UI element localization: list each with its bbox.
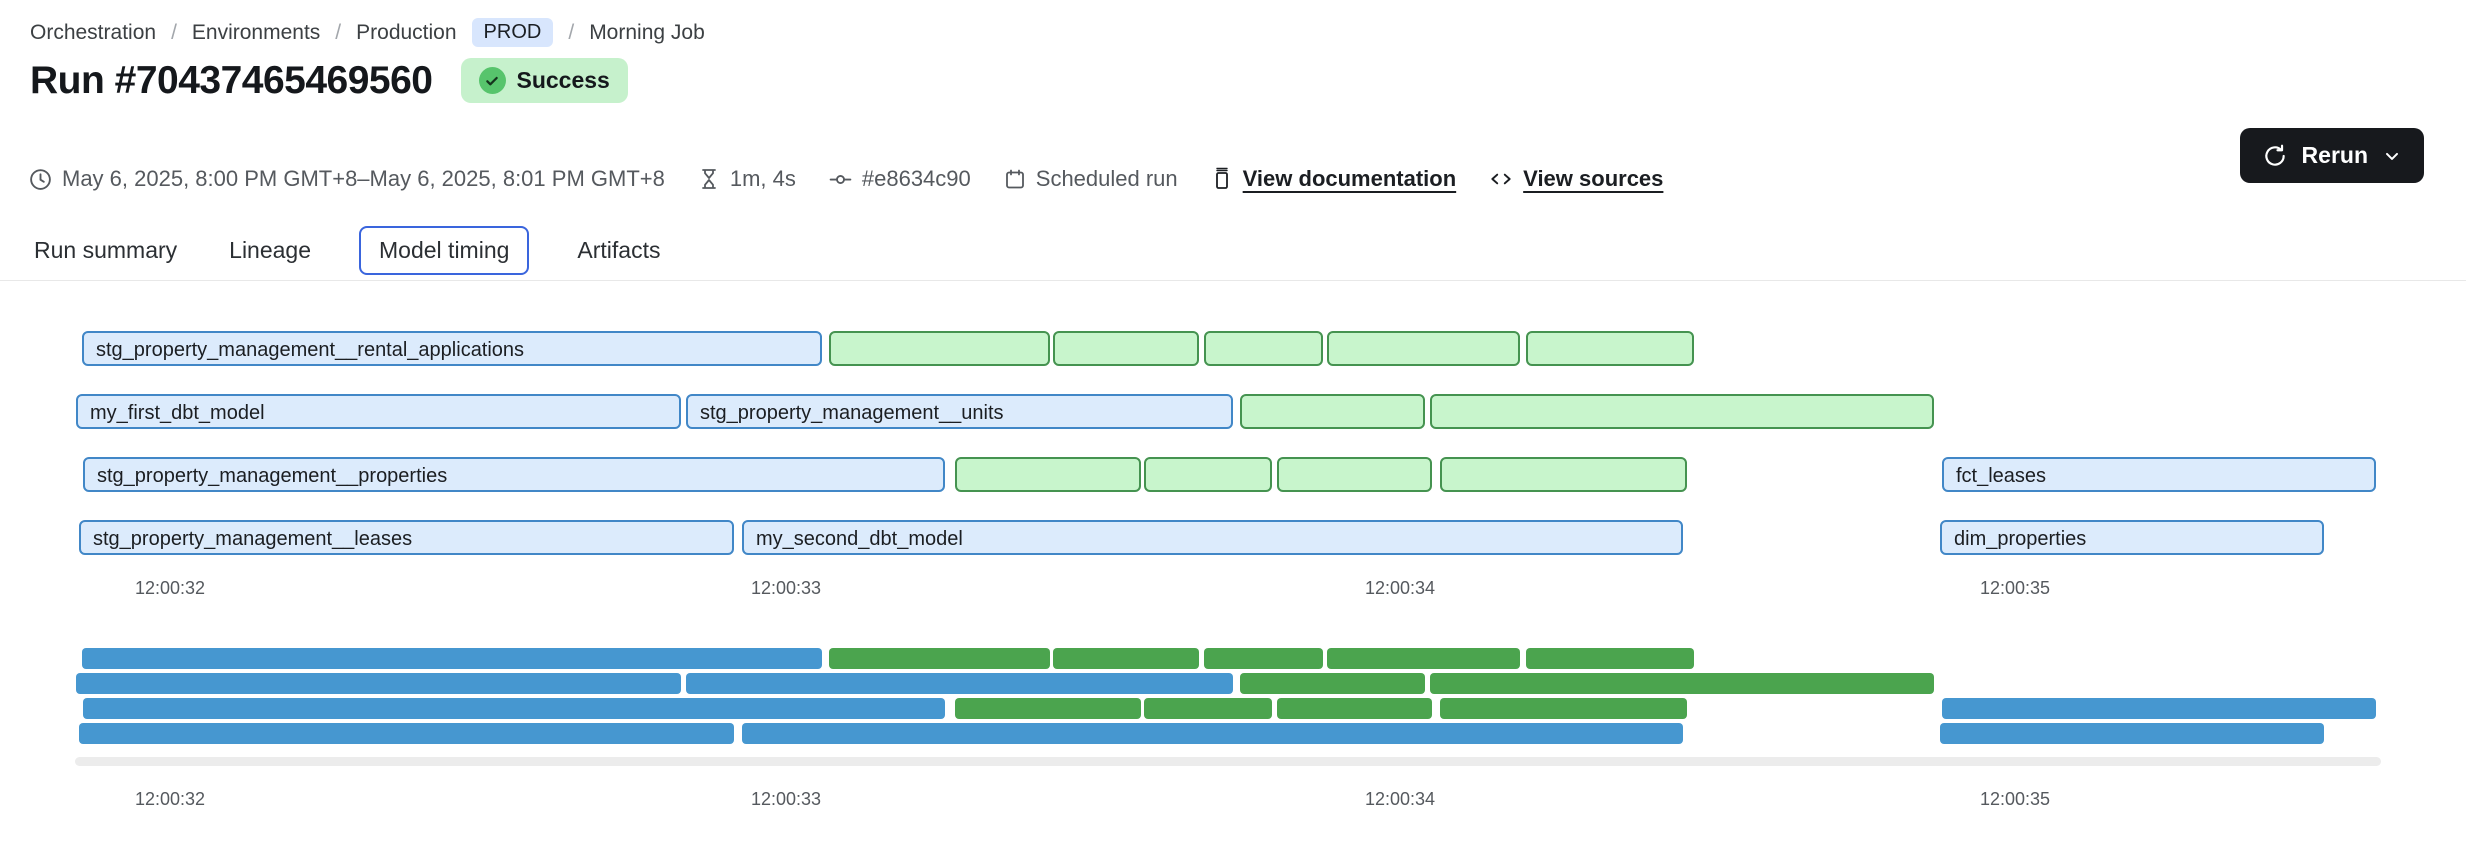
minimap-bar[interactable] <box>1144 698 1272 719</box>
gantt-bar[interactable] <box>1144 457 1272 492</box>
commit-hash: #e8634c90 <box>828 166 971 192</box>
status-label: Success <box>516 67 610 93</box>
axis-tick-label: 12:00:34 <box>1364 789 1436 809</box>
timing-minimap <box>0 648 2466 744</box>
minimap-bar[interactable] <box>1526 648 1694 669</box>
minimap-bar[interactable] <box>1053 648 1199 669</box>
axis-tick-label: 12:00:32 <box>134 578 206 598</box>
axis-tick-label: 12:00:35 <box>1979 578 2051 598</box>
view-sources-link[interactable]: View sources <box>1488 166 1663 192</box>
code-icon <box>1491 173 1511 185</box>
hourglass-icon <box>701 169 716 189</box>
axis-tick-label: 12:00:33 <box>750 789 822 809</box>
gantt-bar[interactable]: stg_property_management__units <box>686 394 1233 429</box>
breadcrumb-production[interactable]: Production <box>356 20 457 44</box>
chevron-down-icon <box>2386 152 2398 160</box>
axis-tick-label: 12:00:33 <box>750 578 822 598</box>
gantt-bar-label: stg_property_management__rental_applicat… <box>96 339 525 361</box>
gantt-bar-label: dim_properties <box>1954 528 2087 550</box>
rerun-label: Rerun <box>2301 142 2368 168</box>
gantt-bar[interactable] <box>1053 331 1199 366</box>
gantt-bar[interactable] <box>1240 394 1425 429</box>
minimap-bar[interactable] <box>829 648 1050 669</box>
view-documentation-link[interactable]: View documentation <box>1210 166 1456 192</box>
gantt-bar[interactable]: stg_property_management__rental_applicat… <box>82 331 822 366</box>
gantt-bar[interactable] <box>1440 457 1687 492</box>
breadcrumb: Orchestration / Environments / Productio… <box>30 18 705 47</box>
tab-artifacts[interactable]: Artifacts <box>577 237 661 263</box>
breadcrumb-separator: / <box>568 20 575 44</box>
minimap-bar[interactable] <box>1327 648 1520 669</box>
minimap-brush-track[interactable] <box>75 757 2381 766</box>
gantt-time-axis: 12:00:32 12:00:33 12:00:34 12:00:35 <box>0 578 2466 600</box>
run-trigger: Scheduled run <box>1003 166 1178 192</box>
axis-tick-label: 12:00:32 <box>134 789 206 809</box>
run-meta: May 6, 2025, 8:00 PM GMT+8–May 6, 2025, … <box>28 166 1663 192</box>
environment-badge: PROD <box>471 18 554 47</box>
axis-tick-label: 12:00:35 <box>1979 789 2051 809</box>
git-commit-icon <box>829 174 852 184</box>
gantt-bar-label: stg_property_management__properties <box>97 465 448 487</box>
gantt-bar[interactable]: stg_property_management__properties <box>83 457 945 492</box>
run-tabs: Run summary Lineage Model timing Artifac… <box>30 226 664 275</box>
minimap-bar[interactable] <box>1277 698 1432 719</box>
tab-lineage[interactable]: Lineage <box>229 237 312 263</box>
tabs-divider <box>0 280 2466 281</box>
minimap-time-axis: 12:00:32 12:00:33 12:00:34 12:00:35 <box>0 789 2466 811</box>
gantt-bar[interactable]: fct_leases <box>1942 457 2376 492</box>
title-row: Run #70437465469560 Success <box>30 58 628 103</box>
run-time-range: May 6, 2025, 8:00 PM GMT+8–May 6, 2025, … <box>28 166 665 192</box>
breadcrumb-environments[interactable]: Environments <box>191 20 321 44</box>
status-badge: Success <box>460 58 628 103</box>
breadcrumb-orchestration[interactable]: Orchestration <box>30 20 157 44</box>
gantt-bar[interactable] <box>955 457 1141 492</box>
gantt-bar[interactable] <box>1327 331 1520 366</box>
clock-icon <box>30 168 51 190</box>
tab-model-timing[interactable]: Model timing <box>359 226 530 275</box>
tab-run-summary[interactable]: Run summary <box>34 237 178 263</box>
minimap-bar[interactable] <box>83 698 945 719</box>
gantt-bar-label: my_second_dbt_model <box>756 528 963 550</box>
breadcrumb-separator: / <box>335 20 342 44</box>
minimap-bar[interactable] <box>742 723 1683 744</box>
gantt-bar-label: stg_property_management__leases <box>93 528 413 550</box>
success-check-icon <box>478 67 506 94</box>
minimap-bar[interactable] <box>1240 673 1425 694</box>
gantt-bar[interactable]: stg_property_management__leases <box>79 520 734 555</box>
minimap-bar[interactable] <box>82 648 822 669</box>
documentation-icon <box>1215 167 1228 189</box>
minimap-bar[interactable] <box>686 673 1233 694</box>
page-title: Run #70437465469560 <box>30 58 433 102</box>
run-duration: 1m, 4s <box>697 166 796 192</box>
rerun-button[interactable]: Rerun <box>2239 128 2424 183</box>
minimap-bar[interactable] <box>1940 723 2324 744</box>
gantt-bar[interactable]: dim_properties <box>1940 520 2324 555</box>
minimap-bar[interactable] <box>76 673 681 694</box>
gantt-bar[interactable] <box>1526 331 1694 366</box>
gantt-bar-label: fct_leases <box>1956 465 2047 487</box>
axis-tick-label: 12:00:34 <box>1364 578 1436 598</box>
minimap-bar[interactable] <box>1942 698 2376 719</box>
gantt-bar-label: stg_property_management__units <box>700 402 1004 424</box>
calendar-icon <box>1005 169 1024 189</box>
gantt-bar-label: my_first_dbt_model <box>90 402 265 424</box>
gantt-bar[interactable] <box>1277 457 1432 492</box>
minimap-bar[interactable] <box>1430 673 1934 694</box>
minimap-bar[interactable] <box>955 698 1141 719</box>
minimap-bar[interactable] <box>1204 648 1323 669</box>
model-timing-gantt: stg_property_management__rental_applicat… <box>0 331 2466 555</box>
gantt-bar[interactable]: my_second_dbt_model <box>742 520 1683 555</box>
breadcrumb-separator: / <box>171 20 177 44</box>
breadcrumb-morning-job[interactable]: Morning Job <box>589 20 705 44</box>
gantt-bar[interactable]: my_first_dbt_model <box>76 394 681 429</box>
gantt-bar[interactable] <box>1430 394 1934 429</box>
minimap-bar[interactable] <box>1440 698 1687 719</box>
refresh-icon <box>2264 144 2285 166</box>
gantt-bar[interactable] <box>1204 331 1323 366</box>
minimap-bar[interactable] <box>79 723 734 744</box>
gantt-bar[interactable] <box>829 331 1050 366</box>
